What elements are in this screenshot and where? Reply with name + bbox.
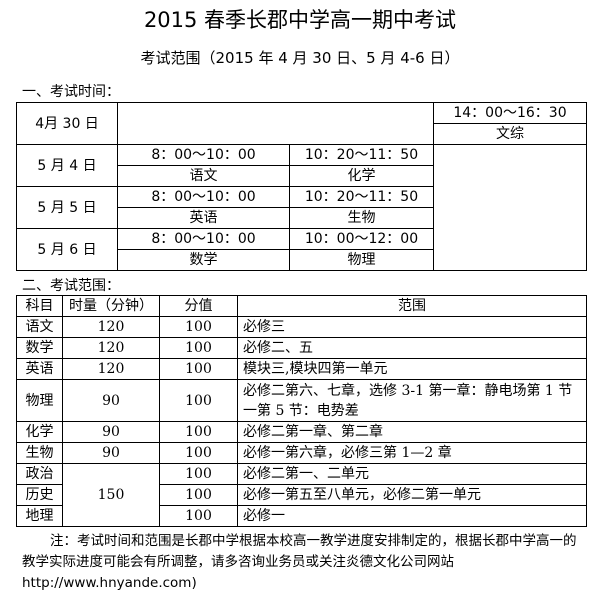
subject-cell: 语文 (16, 316, 63, 338)
duration-cell: 120 (62, 358, 160, 380)
subject-cell: 语文 (117, 165, 290, 187)
subject-cell: 物理 (289, 249, 434, 271)
exam-time-table: 4月 30 日 14：00～16：30 文综 5 月 4 日 8：00～10：0… (16, 102, 587, 271)
duration-cell: 90 (62, 421, 160, 443)
header-range: 范围 (237, 295, 587, 317)
range-cell: 必修二、五 (237, 337, 587, 359)
score-cell: 100 (159, 484, 238, 506)
date-cell: 4月 30 日 (16, 102, 118, 145)
table-row: 地理 100 必修一 (16, 505, 587, 527)
duration-cell: 120 (62, 337, 160, 359)
subject-cell: 地理 (16, 505, 63, 527)
range-cell: 必修二第一章、第二章 (237, 421, 587, 443)
footnote-text: 注：考试时间和范围是长郡中学根据本校高一教学进度安排制定的，根据长郡中学高一的教… (22, 533, 577, 591)
subject-cell: 英语 (117, 207, 290, 229)
score-cell: 100 (159, 358, 238, 380)
duration-cell: 150 (62, 463, 160, 527)
range-cell: 必修二第一、二单元 (237, 463, 587, 485)
time-cell: 8：00～10：00 (117, 186, 290, 208)
table-row: 物理 90 100 必修二第六、七章，选修 3-1 第一章：静电场第 1 节一第 5 … (16, 379, 587, 422)
date-cell: 5 月 4 日 (16, 144, 118, 187)
subject-cell: 化学 (16, 421, 63, 443)
score-cell: 100 (159, 379, 238, 422)
duration-cell: 120 (62, 316, 160, 338)
time-cell: 14：00～16：30 (433, 102, 587, 124)
table-row: 4月 30 日 14：00～16：30 (16, 102, 587, 145)
empty-cell (117, 102, 434, 145)
subject-cell: 生物 (289, 207, 434, 229)
header-score: 分值 (159, 295, 238, 317)
time-cell: 10：20～11：50 (289, 186, 434, 208)
range-cell: 必修三 (237, 316, 587, 338)
subject-cell: 物理 (16, 379, 63, 422)
time-cell: 8：00～10：00 (117, 144, 290, 166)
table-row: 政治 150 100 必修二第一、二单元 (16, 463, 587, 527)
range-cell: 必修一第五至八单元，必修二第一单元 (237, 484, 587, 506)
score-cell: 100 (159, 442, 238, 464)
table-row: 数学 120 100 必修二、五 (16, 337, 587, 359)
score-cell: 100 (159, 463, 238, 485)
subtitle: 考试范围（2015 年 4 月 30 日、5 月 4-6 日） (140, 49, 460, 67)
footnote: 注：考试时间和范围是长郡中学根据本校高一教学进度安排制定的，根据长郡中学高一的教… (22, 531, 582, 594)
score-cell: 100 (159, 421, 238, 443)
range-cell: 必修二第六、七章，选修 3-1 第一章：静电场第 1 节一第 5 节：电势差 (237, 379, 587, 422)
table-row: 英语 120 100 模块三,模块四第一单元 (16, 358, 587, 380)
range-cell: 必修一第六章，必修三第 1—2 章 (237, 442, 587, 464)
subject-cell: 数学 (16, 337, 63, 359)
section-exam-time: 一、考试时间： (22, 84, 120, 100)
table-row: 化学 90 100 必修二第一章、第二章 (16, 421, 587, 443)
score-cell: 100 (159, 316, 238, 338)
page-title: 2015 春季长郡中学高一期中考试 (143, 8, 457, 32)
date-cell: 5 月 6 日 (16, 228, 118, 271)
header-subject: 科目 (16, 295, 63, 317)
empty-cell (433, 144, 587, 271)
exam-scope-table: 科目 时量（分钟） 分值 范围 语文 120 100 必修三 数学 120 100 必修二、… (16, 295, 587, 527)
table-row: 语文 120 100 必修三 (16, 316, 587, 338)
time-cell: 10：00～12：00 (289, 228, 434, 250)
subject-cell: 文综 (433, 123, 587, 145)
subject-cell: 英语 (16, 358, 63, 380)
range-cell: 必修一 (237, 505, 587, 527)
section-exam-scope: 二、考试范围： (22, 278, 120, 294)
subject-cell: 数学 (117, 249, 290, 271)
time-cell: 8：00～10：00 (117, 228, 290, 250)
header-row: 科目 时量（分钟） 分值 范围 (16, 295, 587, 317)
date-cell: 5 月 5 日 (16, 186, 118, 229)
subject-cell: 化学 (289, 165, 434, 187)
subject-cell: 政治 (16, 463, 63, 485)
score-cell: 100 (159, 337, 238, 359)
subject-cell: 历史 (16, 484, 63, 506)
score-cell: 100 (159, 505, 238, 527)
time-cell: 10：20～11：50 (289, 144, 434, 166)
subject-cell: 生物 (16, 442, 63, 464)
table-row: 生物 90 100 必修一第六章，必修三第 1—2 章 (16, 442, 587, 464)
duration-cell: 90 (62, 379, 160, 422)
table-row: 5 月 4 日 8：00～10：00 10：20～11：50 (16, 144, 587, 271)
range-cell: 模块三,模块四第一单元 (237, 358, 587, 380)
table-row: 5 月 6 日 8：00～10：00 10：00～12：00 (16, 228, 587, 271)
duration-cell: 90 (62, 442, 160, 464)
header-duration: 时量（分钟） (62, 295, 160, 317)
table-row: 5 月 5 日 8：00～10：00 10：20～11：50 (16, 186, 587, 229)
